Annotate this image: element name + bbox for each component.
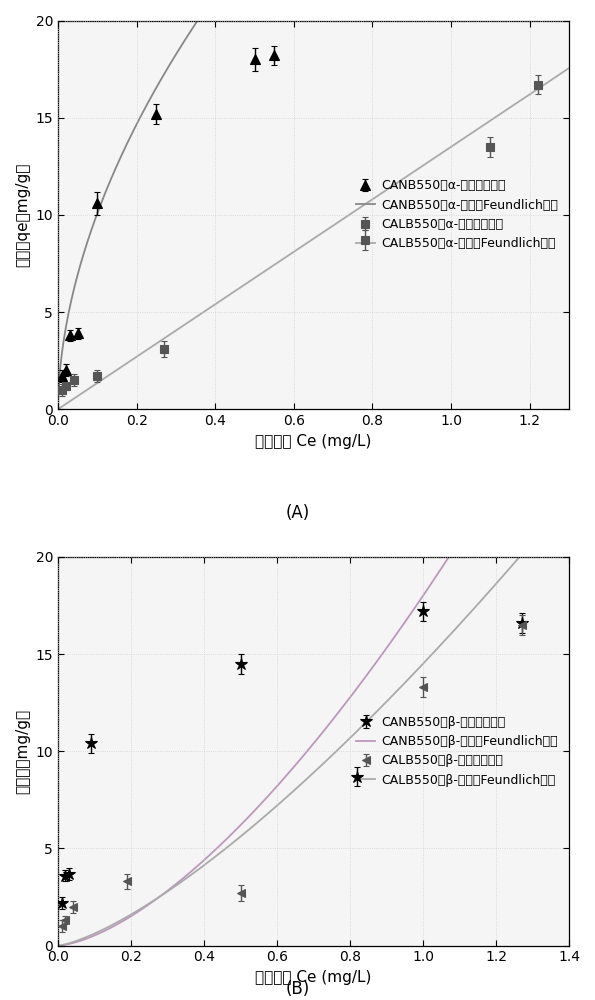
Text: (B): (B) — [286, 980, 309, 998]
Text: (A): (A) — [286, 504, 309, 522]
Y-axis label: 吸附量qe（mg/g）: 吸附量qe（mg/g） — [15, 163, 30, 267]
Legend: CANB550对β-硫丹的吸附量, CANB550对β-硫丹的Feundlich模型, CALB550对β-硫丹的吸附量, CALB550对β-硫丹的Feund: CANB550对β-硫丹的吸附量, CANB550对β-硫丹的Feundlich… — [351, 711, 563, 792]
X-axis label: 平衡浓度 Ce (mg/L): 平衡浓度 Ce (mg/L) — [255, 434, 372, 449]
Legend: CANB550对α-硫丹的吸附量, CANB550对α-硫丹的Feundlich模型, CALB550对α-硫丹的吸附量, CALB550对α-硫丹的Feund: CANB550对α-硫丹的吸附量, CANB550对α-硫丹的Feundlich… — [351, 174, 563, 255]
Y-axis label: 吸附量（mg/g）: 吸附量（mg/g） — [15, 709, 30, 794]
X-axis label: 平衡浓度 Ce (mg/L): 平衡浓度 Ce (mg/L) — [255, 970, 372, 985]
